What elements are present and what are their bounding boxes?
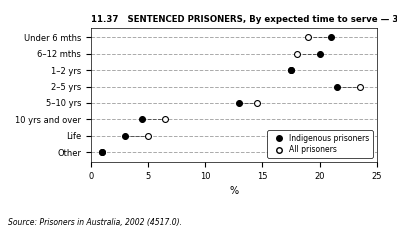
X-axis label: %: % [229,186,238,196]
Text: 11.37   SENTENCED PRISONERS, By expected time to serve — 30 June 2002: 11.37 SENTENCED PRISONERS, By expected t… [91,15,397,24]
Point [236,101,243,105]
Point [162,117,168,121]
Point [139,117,145,121]
Legend: Indigenous prisoners, All prisoners: Indigenous prisoners, All prisoners [268,130,373,158]
Point [288,68,294,72]
Point [333,85,340,88]
Point [99,150,105,154]
Point [328,36,334,39]
Point [253,101,260,105]
Point [288,68,294,72]
Point [305,36,311,39]
Point [357,85,363,88]
Text: Source: Prisoners in Australia, 2002 (4517.0).: Source: Prisoners in Australia, 2002 (45… [8,218,182,227]
Point [145,134,151,137]
Point [316,52,323,56]
Point [122,134,128,137]
Point [293,52,300,56]
Point [99,150,105,154]
